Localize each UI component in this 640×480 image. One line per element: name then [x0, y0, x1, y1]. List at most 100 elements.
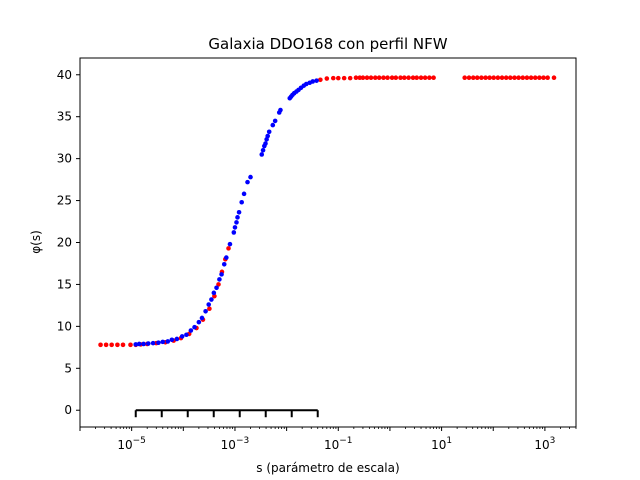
- red-point: [381, 75, 386, 81]
- blue-point: [231, 230, 237, 235]
- red-point: [410, 75, 416, 81]
- red-point: [360, 75, 366, 81]
- y-tick-label: 20: [57, 236, 72, 250]
- y-tick-label: 5: [64, 361, 72, 375]
- blue-point: [278, 107, 283, 113]
- x-tick-label: 10−5: [117, 436, 146, 452]
- red-point: [528, 75, 534, 81]
- blue-point: [217, 277, 222, 282]
- blue-point: [303, 81, 309, 87]
- blue-point: [209, 297, 214, 302]
- blue-point: [136, 341, 142, 347]
- blue-point: [211, 290, 217, 296]
- y-axis-label: φ(s): [29, 230, 43, 254]
- blue-point: [219, 272, 224, 277]
- red-point: [512, 75, 517, 81]
- blue-point: [169, 337, 175, 343]
- y-tick-label: 10: [57, 319, 72, 333]
- blue-point: [199, 315, 205, 321]
- blue-point: [236, 210, 242, 215]
- red-point: [491, 75, 496, 81]
- x-tick-label: 101: [431, 436, 452, 452]
- y-tick-label: 30: [57, 152, 72, 166]
- x-tick-label: 10−3: [221, 436, 250, 452]
- red-point: [483, 75, 488, 81]
- red-point: [541, 75, 546, 81]
- red-point: [393, 75, 399, 81]
- plot-area: [98, 75, 557, 418]
- red-point: [216, 282, 221, 287]
- blue-point: [234, 220, 239, 225]
- red-point: [330, 75, 336, 81]
- blue-point: [235, 215, 240, 220]
- red-point: [532, 75, 538, 81]
- y-axis: 0 5 10 15 20 25 30 35 40: [57, 68, 80, 417]
- red-point: [545, 75, 550, 81]
- red-point: [357, 75, 363, 81]
- red-point: [427, 75, 432, 81]
- red-point: [389, 75, 395, 81]
- blue-point: [141, 341, 146, 347]
- y-tick-label: 35: [57, 110, 72, 124]
- red-point: [418, 75, 424, 81]
- blue-point: [179, 334, 185, 339]
- blue-point: [214, 285, 219, 291]
- red-point: [508, 75, 513, 81]
- red-point: [398, 75, 403, 81]
- red-point: [372, 75, 378, 81]
- red-point: [128, 342, 133, 348]
- red-point: [341, 75, 347, 81]
- red-point: [115, 342, 120, 348]
- red-point: [414, 75, 420, 81]
- y-tick-label: 15: [57, 277, 72, 291]
- red-point: [524, 75, 530, 81]
- blue-point: [165, 339, 171, 344]
- red-point: [385, 75, 390, 81]
- red-point: [402, 75, 407, 81]
- blue-point: [248, 174, 253, 180]
- blue-point: [203, 308, 208, 314]
- blue-point: [184, 332, 189, 338]
- blue-point: [260, 147, 266, 153]
- red-point: [406, 75, 411, 81]
- y-tick-label: 40: [57, 68, 72, 82]
- blue-point: [150, 340, 156, 346]
- red-point: [516, 75, 521, 81]
- red-point: [470, 75, 476, 81]
- red-point: [376, 75, 382, 81]
- blue-point: [146, 341, 151, 346]
- blue-point: [270, 122, 276, 128]
- red-point: [422, 75, 428, 81]
- blue-point: [239, 199, 244, 205]
- red-point: [520, 75, 526, 81]
- y-tick-label: 25: [57, 194, 72, 208]
- red-point: [537, 75, 542, 81]
- x-tick-label: 10−1: [324, 436, 353, 452]
- x-axis: 10−5 10−3 10−1 101 103: [79, 427, 577, 452]
- chart-title: Galaxia DDO168 con perfil NFW: [208, 35, 447, 53]
- red-point: [466, 75, 472, 81]
- red-point: [364, 75, 370, 81]
- x-axis-label: s (parámetro de escala): [256, 461, 399, 475]
- blue-point: [272, 118, 278, 124]
- blue-point: [241, 191, 247, 197]
- red-point: [347, 75, 353, 81]
- blue-point: [174, 336, 180, 342]
- red-point: [318, 77, 323, 83]
- blue-point: [265, 133, 270, 139]
- red-point: [431, 75, 436, 81]
- blue-point: [227, 241, 233, 247]
- red-point: [98, 342, 103, 348]
- red-point: [226, 246, 231, 251]
- blue-point: [221, 262, 227, 267]
- red-point: [551, 75, 557, 81]
- red-point: [335, 75, 341, 81]
- red-point: [353, 75, 359, 81]
- blue-point: [156, 340, 161, 346]
- red-point: [479, 75, 484, 81]
- blue-point: [263, 141, 268, 146]
- x-tick-label: 103: [534, 436, 555, 452]
- blue-point: [232, 225, 238, 230]
- blue-point: [206, 302, 211, 307]
